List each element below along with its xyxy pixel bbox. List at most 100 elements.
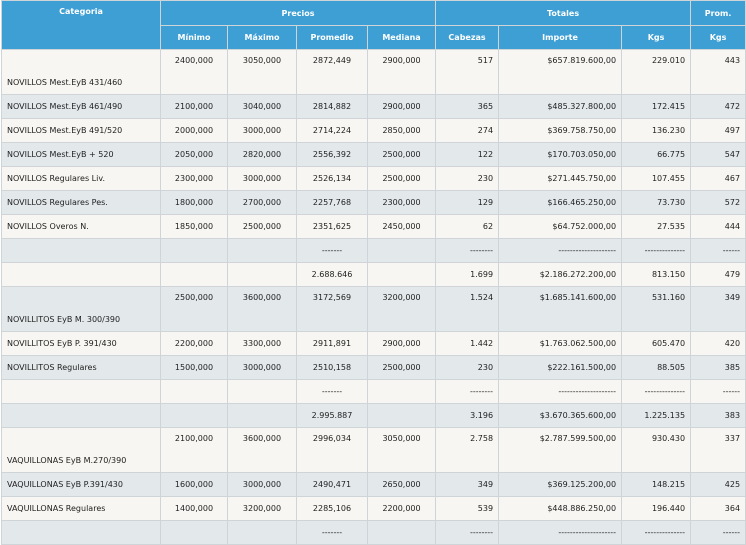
minimo-cell: 2100,000 bbox=[160, 94, 228, 119]
header-prom-kgs: Kgs bbox=[690, 25, 746, 50]
categoria-cell bbox=[1, 238, 161, 263]
prom-cell: ------ bbox=[690, 238, 746, 263]
minimo-cell: 2400,000 bbox=[160, 49, 228, 95]
maximo-cell: 3050,000 bbox=[227, 49, 297, 95]
kgs-cell: 27.535 bbox=[621, 214, 692, 239]
promedio-cell: 2.688.646 bbox=[296, 262, 368, 287]
cabezas-cell: -------- bbox=[435, 379, 500, 404]
maximo-cell bbox=[227, 238, 297, 263]
importe-cell: $369.758.750,00 bbox=[498, 118, 623, 143]
table-row: 2.995.887 3.196 $3.670.365.600,00 1.225.135… bbox=[1, 403, 746, 428]
prom-cell: 425 bbox=[690, 472, 746, 497]
minimo-cell: 2100,000 bbox=[160, 427, 228, 473]
prom-cell: 443 bbox=[690, 49, 746, 95]
mediana-cell: 2900,000 bbox=[366, 49, 437, 95]
mediana-cell: 2900,000 bbox=[366, 331, 437, 356]
header-prom: Prom. bbox=[690, 0, 746, 26]
kgs-cell: 148.215 bbox=[621, 472, 692, 497]
prom-cell: 364 bbox=[690, 496, 746, 521]
cabezas-cell: 62 bbox=[435, 214, 500, 239]
prom-cell: 572 bbox=[690, 190, 746, 215]
header-categoria: Categoria bbox=[1, 0, 161, 50]
mediana-cell: 2850,000 bbox=[366, 118, 437, 143]
importe-cell: $657.819.600,00 bbox=[498, 49, 623, 95]
importe-cell: -------------------- bbox=[498, 238, 623, 263]
importe-cell: $448.886.250,00 bbox=[498, 496, 623, 521]
mediana-cell: 2500,000 bbox=[366, 355, 437, 380]
importe-cell: -------------------- bbox=[498, 379, 623, 404]
promedio-cell: 2510,158 bbox=[296, 355, 368, 380]
promedio-cell: 2351,625 bbox=[296, 214, 368, 239]
promedio-cell: ------- bbox=[296, 238, 368, 263]
prom-cell: 444 bbox=[690, 214, 746, 239]
promedio-cell: 2526,134 bbox=[296, 166, 368, 191]
header-precios: Precios bbox=[159, 0, 437, 26]
cabezas-cell: 230 bbox=[435, 355, 500, 380]
table-row: ------- -------- -------------------- -----… bbox=[1, 379, 746, 404]
mediana-cell bbox=[366, 403, 437, 428]
maximo-cell: 2820,000 bbox=[227, 142, 297, 167]
kgs-cell: 107.455 bbox=[621, 166, 692, 191]
table-row: NOVILLOS Regulares Pes. 1800,000 2700,000 2… bbox=[1, 190, 746, 215]
promedio-cell: 2872,449 bbox=[296, 49, 368, 95]
importe-cell: $2.787.599.500,00 bbox=[498, 427, 623, 473]
cabezas-cell: 539 bbox=[435, 496, 500, 521]
minimo-cell: 1850,000 bbox=[160, 214, 228, 239]
table-row: VAQUILLONAS Regulares 1400,000 3200,000 228… bbox=[1, 496, 746, 521]
importe-cell: $1.763.062.500,00 bbox=[498, 331, 623, 356]
importe-cell: $3.670.365.600,00 bbox=[498, 403, 623, 428]
maximo-cell: 3200,000 bbox=[227, 496, 297, 521]
importe-cell: $485.327.800,00 bbox=[498, 94, 623, 119]
mediana-cell bbox=[366, 379, 437, 404]
cabezas-cell: 230 bbox=[435, 166, 500, 191]
minimo-cell: 2300,000 bbox=[160, 166, 228, 191]
maximo-cell: 2700,000 bbox=[227, 190, 297, 215]
importe-cell: $222.161.500,00 bbox=[498, 355, 623, 380]
kgs-cell: 605.470 bbox=[621, 331, 692, 356]
header-cabezas: Cabezas bbox=[435, 25, 500, 50]
maximo-cell bbox=[227, 262, 297, 287]
table-row: NOVILLOS Mest.EyB + 520 2050,000 2820,000 2… bbox=[1, 142, 746, 167]
mediana-cell: 2500,000 bbox=[366, 142, 437, 167]
maximo-cell: 3000,000 bbox=[227, 166, 297, 191]
cabezas-cell: 349 bbox=[435, 472, 500, 497]
cabezas-cell: 1.442 bbox=[435, 331, 500, 356]
minimo-cell bbox=[160, 403, 228, 428]
prom-cell: 467 bbox=[690, 166, 746, 191]
mediana-cell bbox=[366, 238, 437, 263]
mediana-cell: 2200,000 bbox=[366, 496, 437, 521]
cabezas-cell: 517 bbox=[435, 49, 500, 95]
maximo-cell bbox=[227, 403, 297, 428]
categoria-cell bbox=[1, 262, 161, 287]
categoria-cell: NOVILLOS Regulares Pes. bbox=[1, 190, 161, 215]
promedio-cell: ------- bbox=[296, 379, 368, 404]
kgs-cell: -------------- bbox=[621, 238, 692, 263]
cabezas-cell: 129 bbox=[435, 190, 500, 215]
categoria-cell: NOVILLOS Mest.EyB 461/490 bbox=[1, 94, 161, 119]
table-body: NOVILLOS Mest.EyB 431/460 2400,000 3050,00… bbox=[1, 49, 746, 545]
table-row: NOVILLITOS EyB M. 300/390 2500,000 3600,00… bbox=[1, 286, 746, 332]
table-row: NOVILLOS Regulares Liv. 2300,000 3000,000 2… bbox=[1, 166, 746, 191]
table-row: NOVILLOS Mest.EyB 431/460 2400,000 3050,00… bbox=[1, 49, 746, 95]
table-row: NOVILLOS Mest.EyB 461/490 2100,000 3040,00… bbox=[1, 94, 746, 119]
prom-cell: 337 bbox=[690, 427, 746, 473]
importe-cell: $1.685.141.600,00 bbox=[498, 286, 623, 332]
mediana-cell: 3200,000 bbox=[366, 286, 437, 332]
minimo-cell: 1500,000 bbox=[160, 355, 228, 380]
importe-cell: $271.445.750,00 bbox=[498, 166, 623, 191]
header-minimo: Mínimo bbox=[160, 25, 228, 50]
header-maximo: Máximo bbox=[227, 25, 297, 50]
minimo-cell: 2000,000 bbox=[160, 118, 228, 143]
prom-cell: 479 bbox=[690, 262, 746, 287]
cabezas-cell: 365 bbox=[435, 94, 500, 119]
promedio-cell: 2285,106 bbox=[296, 496, 368, 521]
maximo-cell: 3600,000 bbox=[227, 286, 297, 332]
maximo-cell: 3000,000 bbox=[227, 118, 297, 143]
promedio-cell: 2556,392 bbox=[296, 142, 368, 167]
kgs-cell: 66.775 bbox=[621, 142, 692, 167]
categoria-cell: NOVILLOS Overos N. bbox=[1, 214, 161, 239]
maximo-cell: 3300,000 bbox=[227, 331, 297, 356]
kgs-cell: 88.505 bbox=[621, 355, 692, 380]
table-row: NOVILLOS Overos N. 1850,000 2500,000 2351,6… bbox=[1, 214, 746, 239]
categoria-cell: NOVILLOS Mest.EyB 431/460 bbox=[1, 49, 161, 95]
